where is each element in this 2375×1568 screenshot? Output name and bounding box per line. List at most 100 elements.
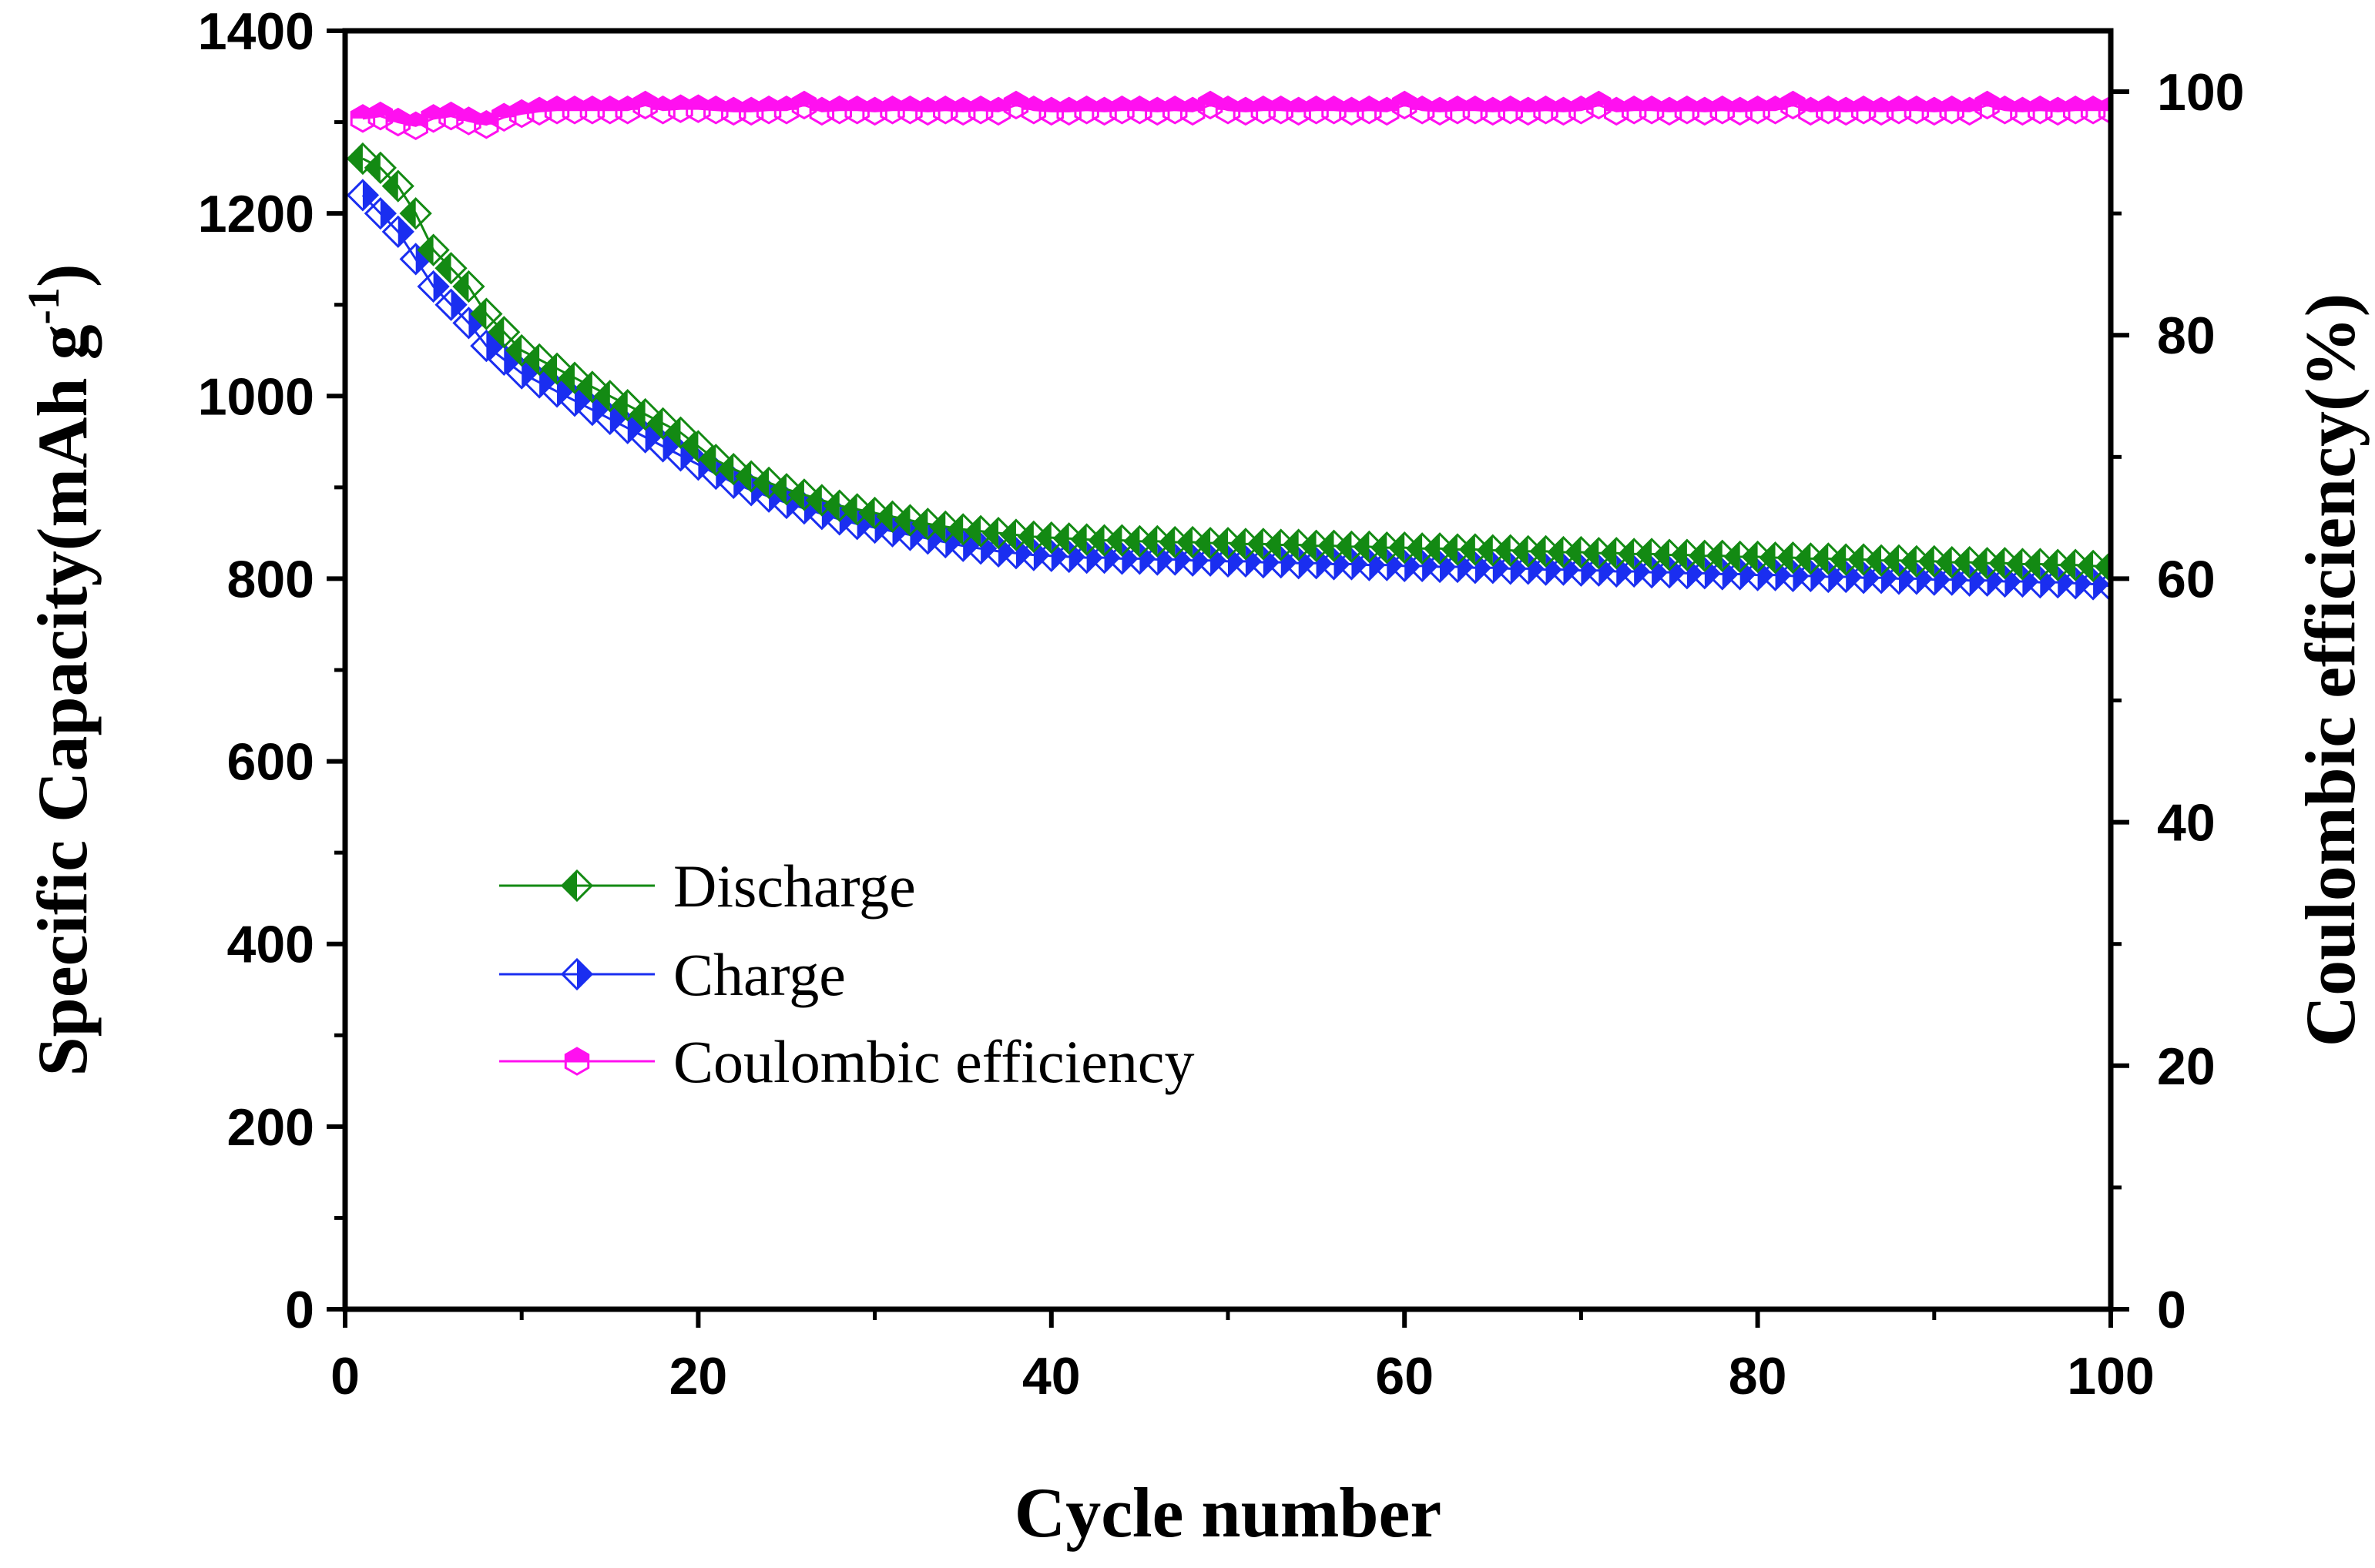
marker-fill: [2028, 96, 2052, 117]
marker-outline: [2098, 95, 2111, 125]
marker-fill: [1534, 96, 1558, 117]
marker-fill: [2061, 550, 2076, 580]
x-tick-label: 80: [1729, 1347, 1787, 1406]
marker-outline: [1812, 560, 1845, 594]
marker-fill: [1587, 92, 1611, 112]
marker-outline: [522, 343, 556, 376]
marker-fill: [1372, 533, 1387, 563]
data-point: [452, 270, 485, 303]
marker-outline: [1423, 550, 1457, 584]
marker-outline: [505, 333, 538, 367]
data-point: [1003, 90, 1029, 120]
marker-fill: [807, 485, 822, 515]
marker-outline: [752, 466, 786, 500]
marker-outline: [1882, 562, 1916, 595]
marker-fill: [669, 95, 693, 116]
marker-fill: [612, 390, 628, 420]
y-tick-label: 1000: [198, 367, 314, 426]
marker-outline: [1317, 548, 1350, 581]
marker-fill: [383, 171, 398, 201]
marker-fill: [1937, 548, 1952, 578]
marker-fill: [1707, 541, 1723, 571]
marker-fill: [633, 92, 657, 112]
marker-outline: [632, 90, 658, 120]
marker-outline: [346, 142, 380, 176]
marker-fill: [1142, 526, 1158, 556]
y2-tick-label: 20: [2157, 1037, 2216, 1096]
marker-outline: [1780, 90, 1806, 120]
marker-fill: [704, 96, 728, 117]
y2-tick-label: 100: [2157, 63, 2244, 122]
marker-fill: [457, 107, 481, 128]
marker-outline: [646, 430, 679, 463]
marker-fill: [1602, 538, 1617, 568]
marker-outline: [1197, 90, 1223, 120]
marker-fill: [666, 417, 681, 447]
marker-fill: [1566, 538, 1582, 568]
marker-outline: [770, 473, 803, 506]
marker-fill: [1411, 96, 1434, 117]
marker-fill: [1495, 535, 1511, 565]
y-tick-label: 1400: [198, 2, 314, 61]
marker-outline: [1706, 558, 1739, 591]
data-point: [876, 500, 909, 533]
y-tick-label: 1200: [198, 185, 314, 243]
marker-outline: [522, 366, 556, 399]
marker-fill: [1743, 541, 1758, 571]
data-point: [434, 288, 468, 321]
data-point: [417, 270, 450, 303]
marker-fill: [1746, 96, 1770, 117]
marker-fill: [599, 96, 622, 117]
marker-fill: [507, 336, 522, 365]
marker-fill: [895, 505, 911, 535]
marker-fill: [1446, 96, 1469, 117]
data-point: [505, 333, 538, 367]
marker-fill: [1640, 96, 1663, 117]
marker-fill: [1990, 548, 2005, 578]
marker-fill: [471, 299, 487, 329]
marker-fill: [1072, 524, 1087, 554]
marker-fill: [1230, 529, 1246, 559]
legend-label: Discharge: [673, 853, 916, 920]
marker-fill: [1672, 540, 1687, 570]
marker-outline: [1388, 549, 1421, 582]
marker-fill: [1075, 96, 1099, 117]
marker-fill: [1975, 92, 1999, 112]
marker-fill: [898, 96, 922, 117]
marker-outline: [540, 352, 574, 385]
marker-fill: [577, 960, 592, 989]
marker-fill: [1498, 96, 1522, 117]
marker-outline: [1391, 90, 1417, 120]
marker-outline: [682, 430, 715, 463]
marker-fill: [1760, 543, 1776, 573]
marker-fill: [362, 180, 377, 210]
marker-fill: [934, 96, 958, 117]
marker-fill: [1711, 96, 1734, 117]
y-tick-label: 0: [285, 1281, 314, 1339]
marker-fill: [931, 511, 946, 541]
marker-fill: [565, 1048, 589, 1068]
axis-layer: 0 20 40 60 80 1000200400600800100012001400020…: [198, 2, 2245, 1406]
plot-frame: [342, 28, 2114, 1312]
marker-outline: [1282, 547, 1315, 580]
marker-fill: [686, 95, 710, 116]
marker-fill: [881, 96, 904, 117]
marker-outline: [403, 111, 428, 141]
marker-fill: [418, 235, 434, 265]
marker-fill: [1867, 545, 1882, 575]
marker-fill: [1725, 541, 1740, 571]
marker-outline: [417, 270, 450, 303]
marker-fill: [1301, 531, 1317, 561]
data-point: [1974, 90, 2000, 120]
marker-fill: [451, 290, 466, 320]
data-point: [735, 460, 768, 493]
marker-fill: [398, 216, 413, 246]
marker-outline: [1176, 544, 1209, 577]
marker-fill: [486, 331, 502, 361]
x-tick-label: 40: [1022, 1347, 1081, 1406]
marker-fill: [824, 491, 840, 521]
data-point: [2094, 550, 2111, 584]
marker-outline: [1776, 559, 1810, 592]
marker-outline: [367, 101, 394, 131]
marker-outline: [346, 179, 380, 212]
